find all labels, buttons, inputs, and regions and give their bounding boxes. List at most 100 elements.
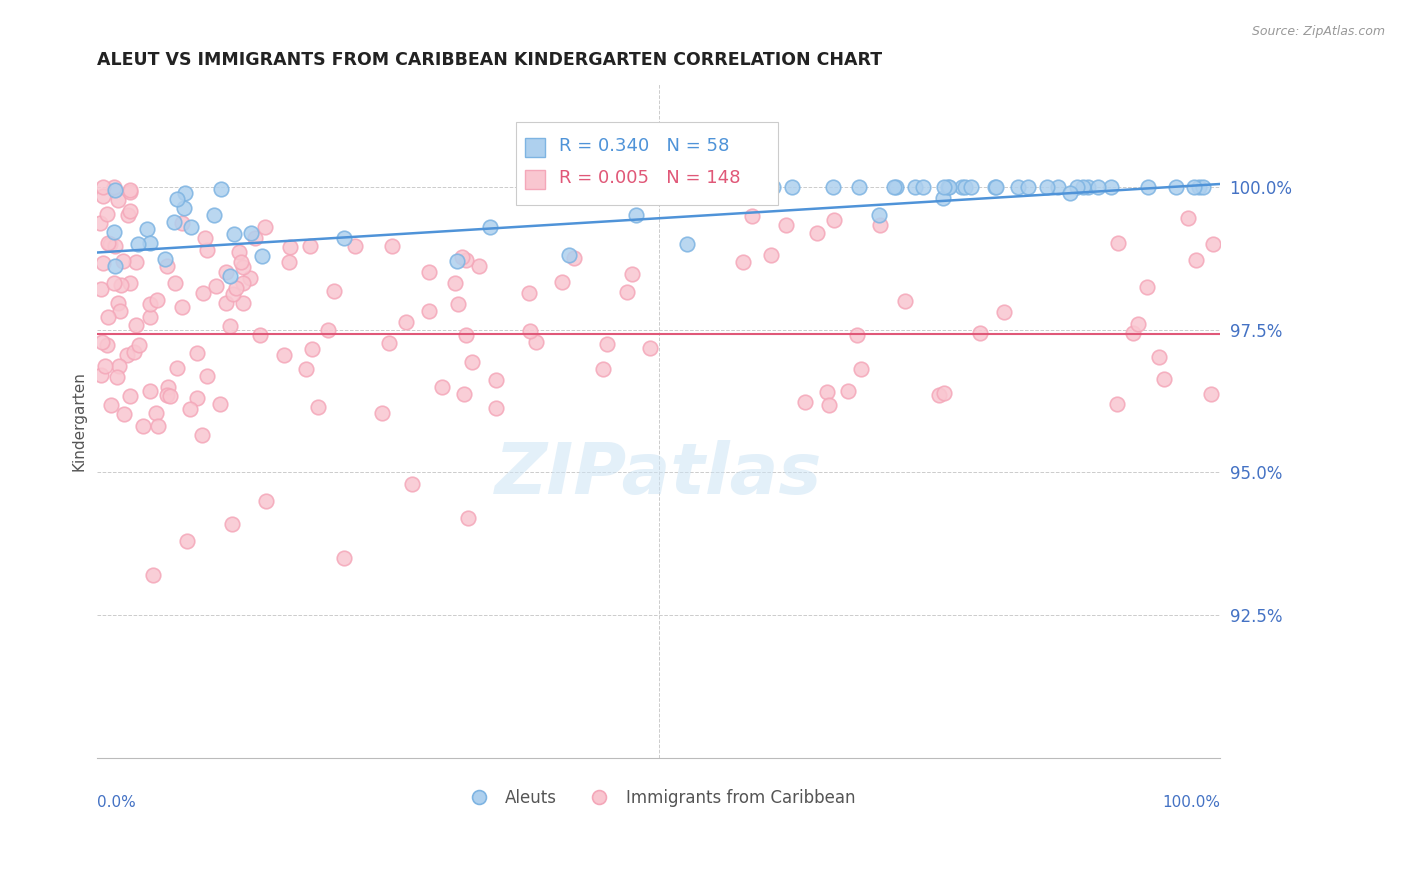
Point — [848, 179, 870, 194]
Point — [1059, 186, 1081, 200]
Point — [173, 186, 195, 200]
Point — [1177, 211, 1199, 225]
Point — [163, 214, 186, 228]
Point — [953, 179, 976, 194]
Point — [457, 511, 479, 525]
Point — [517, 286, 540, 301]
Point — [228, 244, 250, 259]
Point — [911, 179, 934, 194]
Point — [868, 208, 890, 222]
Point — [222, 286, 245, 301]
Point — [1126, 318, 1149, 332]
Point — [108, 359, 131, 374]
Point — [229, 255, 252, 269]
Point — [395, 315, 418, 329]
Point — [120, 276, 142, 290]
Point — [1201, 387, 1223, 401]
Point — [595, 337, 617, 351]
Point — [932, 191, 955, 205]
Point — [733, 255, 755, 269]
Point — [103, 179, 125, 194]
Point — [1164, 179, 1187, 194]
Point — [1182, 179, 1205, 194]
Point — [195, 368, 218, 383]
Point — [146, 419, 169, 434]
Point — [100, 398, 122, 412]
Point — [1185, 252, 1208, 267]
Point — [1087, 179, 1109, 194]
Point — [883, 179, 905, 194]
Point — [1135, 280, 1157, 294]
Point — [418, 304, 440, 318]
Point — [430, 380, 453, 394]
Point — [638, 342, 661, 356]
Point — [215, 265, 238, 279]
Point — [165, 276, 187, 290]
Point — [118, 204, 141, 219]
Point — [145, 293, 167, 307]
Point — [193, 285, 215, 300]
Point — [316, 323, 339, 337]
Point — [278, 255, 301, 269]
Point — [173, 201, 195, 215]
Point — [738, 179, 761, 194]
Point — [451, 250, 474, 264]
Point — [294, 362, 316, 376]
Point — [278, 240, 301, 254]
Point — [232, 296, 254, 310]
Point — [91, 255, 114, 269]
Point — [238, 271, 260, 285]
Point — [551, 276, 574, 290]
Point — [456, 328, 478, 343]
Point — [103, 277, 125, 291]
Point — [172, 216, 194, 230]
Point — [823, 179, 845, 194]
Point — [333, 550, 356, 565]
Point — [96, 338, 118, 352]
Point — [122, 344, 145, 359]
Point — [1071, 179, 1094, 194]
Point — [219, 268, 242, 283]
Text: R = 0.005   N = 148: R = 0.005 N = 148 — [558, 169, 740, 186]
Point — [127, 236, 149, 251]
Point — [479, 219, 502, 234]
Point — [104, 239, 127, 253]
Point — [107, 193, 129, 207]
Point — [780, 179, 803, 194]
Point — [254, 493, 277, 508]
Point — [1076, 179, 1098, 194]
Point — [775, 219, 797, 233]
Point — [624, 208, 647, 222]
Point — [928, 388, 950, 402]
Point — [97, 310, 120, 324]
Point — [194, 231, 217, 245]
Point — [117, 208, 139, 222]
Point — [96, 207, 118, 221]
Point — [94, 359, 117, 373]
Point — [103, 225, 125, 239]
Point — [153, 252, 176, 266]
Point — [984, 179, 1007, 194]
Point — [381, 238, 404, 252]
Point — [846, 327, 869, 342]
Point — [1047, 179, 1070, 194]
Point — [418, 265, 440, 279]
Point — [107, 296, 129, 310]
Point — [186, 345, 208, 359]
Point — [934, 386, 956, 401]
Point — [209, 397, 232, 411]
Point — [592, 362, 614, 376]
Point — [794, 395, 817, 409]
Point — [118, 183, 141, 197]
Point — [468, 259, 491, 273]
Text: ALEUT VS IMMIGRANTS FROM CARIBBEAN KINDERGARTEN CORRELATION CHART: ALEUT VS IMMIGRANTS FROM CARIBBEAN KINDE… — [97, 51, 883, 69]
Point — [191, 428, 214, 442]
Point — [221, 516, 243, 531]
Point — [960, 179, 983, 194]
Point — [110, 278, 132, 293]
Point — [117, 348, 139, 362]
Point — [139, 297, 162, 311]
Point — [969, 326, 991, 340]
Point — [344, 238, 367, 252]
Text: Source: ZipAtlas.com: Source: ZipAtlas.com — [1251, 25, 1385, 38]
